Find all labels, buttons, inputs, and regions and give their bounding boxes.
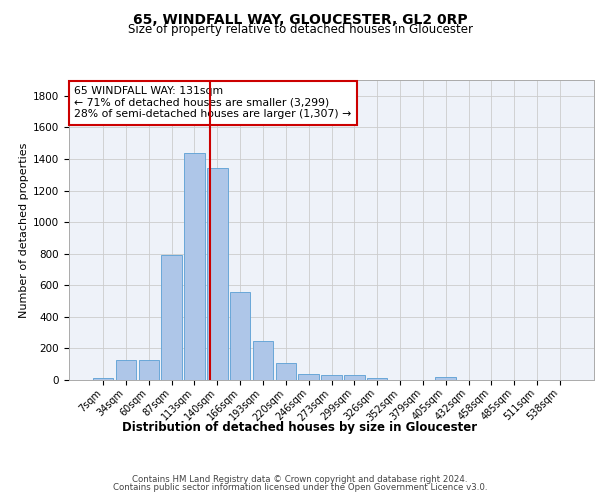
Bar [116,360,136,380]
Bar [161,256,182,380]
Bar [367,378,388,380]
Bar [207,168,227,380]
Text: Contains HM Land Registry data © Crown copyright and database right 2024.: Contains HM Land Registry data © Crown c… [132,475,468,484]
Text: Contains public sector information licensed under the Open Government Licence v3: Contains public sector information licen… [113,484,487,492]
Bar [275,362,296,380]
Bar [321,376,342,380]
Text: Size of property relative to detached houses in Gloucester: Size of property relative to detached ho… [128,22,473,36]
Bar [139,360,159,380]
Y-axis label: Number of detached properties: Number of detached properties [19,142,29,318]
Bar [184,152,205,380]
Text: Distribution of detached houses by size in Gloucester: Distribution of detached houses by size … [122,421,478,434]
Bar [436,377,456,380]
Text: 65, WINDFALL WAY, GLOUCESTER, GL2 0RP: 65, WINDFALL WAY, GLOUCESTER, GL2 0RP [133,12,467,26]
Bar [298,374,319,380]
Bar [344,376,365,380]
Bar [253,340,273,380]
Text: 65 WINDFALL WAY: 131sqm
← 71% of detached houses are smaller (3,299)
28% of semi: 65 WINDFALL WAY: 131sqm ← 71% of detache… [74,86,352,119]
Bar [93,378,113,380]
Bar [230,292,250,380]
